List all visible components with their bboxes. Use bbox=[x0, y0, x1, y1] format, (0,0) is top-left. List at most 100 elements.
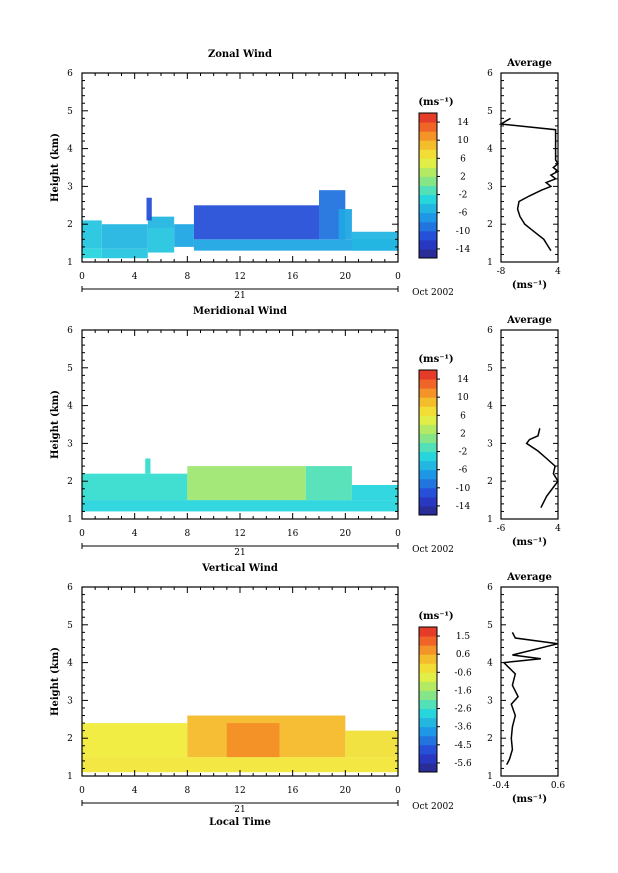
colorbar-segment bbox=[419, 397, 437, 407]
average-title: Average bbox=[506, 315, 552, 326]
average-x-tick-label: 4 bbox=[555, 267, 561, 277]
colorbar-segment bbox=[419, 451, 437, 462]
average-y-tick-label: 6 bbox=[487, 326, 493, 336]
x-tick-label: 12 bbox=[234, 272, 245, 282]
average-y-tick-label: 3 bbox=[487, 696, 493, 706]
colorbar-segment bbox=[419, 158, 437, 168]
colorbar-tick-label: -6 bbox=[459, 466, 468, 476]
y-tick-label: 6 bbox=[67, 583, 73, 593]
colorbar-segment bbox=[419, 735, 437, 746]
data-cell bbox=[82, 500, 398, 512]
colorbar-segment bbox=[419, 167, 437, 177]
average-x-tick-label: 4 bbox=[555, 524, 561, 534]
x-axis-label: Local Time bbox=[209, 817, 271, 828]
average-y-tick-label: 5 bbox=[487, 621, 493, 631]
average-y-tick-label: 1 bbox=[487, 515, 493, 525]
x-tick-label: 16 bbox=[287, 529, 299, 539]
colorbar-tick-label: 1.5 bbox=[456, 632, 471, 642]
x-tick-label: 0 bbox=[79, 786, 85, 796]
data-cell bbox=[351, 484, 398, 501]
data-cell bbox=[101, 248, 148, 259]
average-y-tick-label: 3 bbox=[487, 182, 493, 192]
colorbar-segment bbox=[419, 221, 437, 232]
colorbar-tick-label: -10 bbox=[456, 484, 471, 494]
colorbar-tick-label: -14 bbox=[456, 502, 471, 512]
colorbar-segment bbox=[419, 460, 437, 471]
colorbar-tick-label: 14 bbox=[457, 375, 469, 385]
colorbar-segment bbox=[419, 627, 437, 637]
colorbar-segment bbox=[419, 194, 437, 205]
data-cell bbox=[351, 231, 398, 251]
y-tick-label: 1 bbox=[67, 258, 73, 268]
colorbar-segment bbox=[419, 406, 437, 416]
average-frame bbox=[500, 329, 559, 520]
date-label: 21 bbox=[234, 805, 245, 815]
y-tick-label: 5 bbox=[67, 107, 73, 117]
average-y-tick-label: 1 bbox=[487, 772, 493, 782]
colorbar-segment bbox=[419, 140, 437, 150]
y-tick-label: 1 bbox=[67, 772, 73, 782]
date-label: 21 bbox=[234, 291, 245, 301]
colorbar-frame bbox=[418, 369, 438, 516]
month-label: Oct 2002 bbox=[412, 545, 454, 555]
colorbar-tick-label: -6 bbox=[459, 209, 468, 219]
colorbar-segment bbox=[419, 379, 437, 389]
panel-title: Zonal Wind bbox=[208, 49, 272, 60]
colorbar-segment bbox=[419, 239, 437, 250]
data-cell bbox=[226, 723, 280, 758]
colorbar-segment bbox=[419, 149, 437, 159]
average-y-tick-label: 5 bbox=[487, 364, 493, 374]
y-tick-label: 3 bbox=[67, 696, 73, 706]
colorbar-segment bbox=[419, 487, 437, 498]
y-tick-label: 2 bbox=[67, 477, 73, 487]
colorbar-tick-label: 6 bbox=[460, 154, 466, 164]
x-tick-label: 20 bbox=[340, 272, 352, 282]
x-tick-label: 4 bbox=[132, 529, 138, 539]
colorbar-segment bbox=[419, 636, 437, 646]
colorbar-segment bbox=[419, 699, 437, 710]
average-x-tick-label: -8 bbox=[497, 267, 506, 277]
average-profile-line bbox=[498, 117, 560, 252]
colorbar-tick-label: -2 bbox=[459, 191, 468, 201]
data-cell bbox=[338, 209, 352, 240]
x-tick-label: 0 bbox=[79, 529, 85, 539]
y-tick-label: 3 bbox=[67, 182, 73, 192]
colorbar-segment bbox=[419, 478, 437, 489]
colorbar-segment bbox=[419, 654, 437, 664]
y-tick-label: 5 bbox=[67, 621, 73, 631]
data-cell bbox=[82, 220, 102, 249]
average-x-tick-label: -0.4 bbox=[492, 781, 510, 791]
y-tick-label: 4 bbox=[67, 402, 73, 412]
data-cell bbox=[82, 473, 188, 501]
panel-title: Vertical Wind bbox=[201, 563, 278, 574]
colorbar-segment bbox=[419, 230, 437, 241]
average-profile-line bbox=[525, 428, 559, 509]
x-tick-label: 16 bbox=[287, 786, 299, 796]
colorbar-frame bbox=[418, 626, 438, 773]
average-x-label: (ms⁻¹) bbox=[512, 280, 547, 291]
average-x-label: (ms⁻¹) bbox=[512, 537, 547, 548]
colorbar-segment bbox=[419, 248, 437, 259]
y-tick-label: 6 bbox=[67, 69, 73, 79]
x-tick-label: 0 bbox=[395, 272, 401, 282]
y-axis-label: Height (km) bbox=[50, 133, 61, 202]
x-tick-label: 0 bbox=[79, 272, 85, 282]
date-label: 21 bbox=[234, 548, 245, 558]
data-cell bbox=[187, 466, 306, 501]
colorbar-tick-label: 14 bbox=[457, 118, 469, 128]
data-cell bbox=[193, 205, 319, 240]
colorbar-segment bbox=[419, 433, 437, 443]
colorbar-segment bbox=[419, 131, 437, 141]
x-tick-label: 20 bbox=[340, 529, 352, 539]
month-label: Oct 2002 bbox=[412, 802, 454, 812]
colorbar-tick-label: -10 bbox=[456, 227, 471, 237]
colorbar-segment bbox=[419, 113, 437, 123]
colorbar-tick-label: -5.6 bbox=[454, 759, 472, 769]
colorbar-tick-label: -14 bbox=[456, 245, 471, 255]
colorbar-segment bbox=[419, 442, 437, 453]
colorbar-segment bbox=[419, 370, 437, 380]
colorbar-segment bbox=[419, 176, 437, 186]
y-tick-label: 5 bbox=[67, 364, 73, 374]
data-cell bbox=[147, 216, 175, 228]
